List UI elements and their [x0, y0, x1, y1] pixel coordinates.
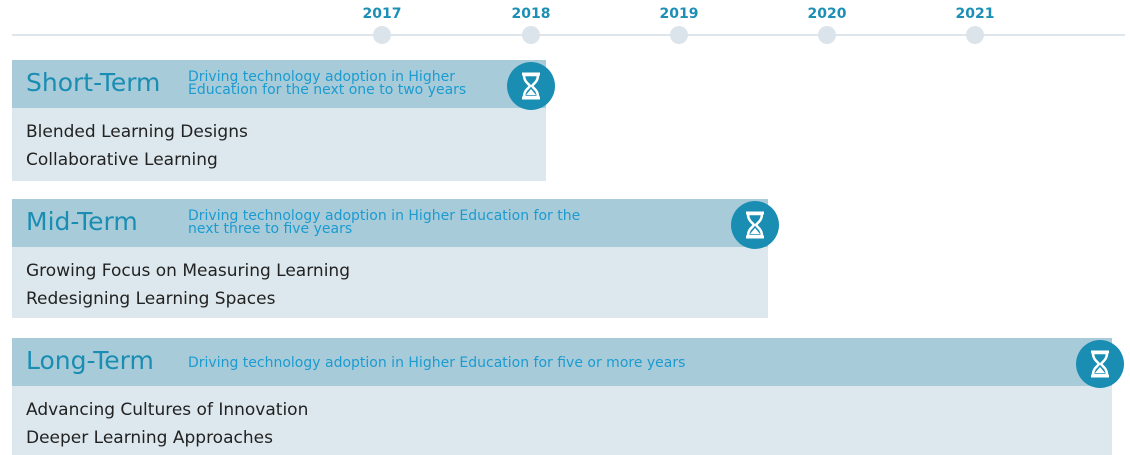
hourglass-icon [1076, 340, 1124, 388]
item-list: Blended Learning Designs Collaborative Le… [26, 118, 248, 174]
timeline-year: 2020 [807, 6, 847, 22]
item: Blended Learning Designs [26, 122, 248, 142]
timeline-year: 2017 [362, 6, 402, 22]
item: Redesigning Learning Spaces [26, 289, 276, 309]
section-description: Education for the next one to two years [188, 82, 467, 98]
hourglass-icon [731, 201, 779, 249]
section: Short-Term Driving technology adoption in… [12, 60, 555, 181]
timeline-dot [670, 26, 688, 44]
timeline-year: 2018 [511, 6, 551, 22]
section-body: Advancing Cultures of Innovation Deeper L… [12, 386, 1112, 455]
section-description: next three to five years [188, 221, 353, 237]
item: Advancing Cultures of Innovation [26, 400, 309, 420]
section-title: Long-Term [26, 346, 154, 375]
item-list: Advancing Cultures of Innovation Deeper L… [26, 396, 308, 452]
section: Long-Term Driving technology adoption in … [12, 338, 1124, 455]
section-header: Mid-Term Driving technology adoption in H… [12, 199, 768, 247]
timeline-line [12, 34, 1125, 36]
section-description: Driving technology adoption in Higher [188, 69, 455, 85]
section-title: Mid-Term [26, 207, 138, 236]
timeline-dot [522, 26, 540, 44]
item-list: Growing Focus on Measuring Learning Redes… [26, 257, 350, 313]
timeline-year: 2019 [659, 6, 699, 22]
section-header: Short-Term Driving technology adoption in… [12, 60, 546, 108]
section-description: Driving technology adoption in Higher Ed… [188, 355, 686, 371]
timeline-dot [966, 26, 984, 44]
timeline-dot [373, 26, 391, 44]
timeline-dot [818, 26, 836, 44]
item: Collaborative Learning [26, 150, 218, 170]
section-title: Short-Term [26, 68, 161, 97]
item: Deeper Learning Approaches [26, 428, 273, 448]
section: Mid-Term Driving technology adoption in H… [12, 199, 779, 318]
timeline-year: 2021 [955, 6, 995, 22]
section-body: Blended Learning Designs Collaborative Le… [12, 108, 546, 181]
section-body: Growing Focus on Measuring Learning Redes… [12, 247, 768, 318]
section-header: Long-Term Driving technology adoption in … [12, 338, 1112, 386]
section-description: Driving technology adoption in Higher Ed… [188, 208, 581, 224]
hourglass-icon [507, 62, 555, 110]
item: Growing Focus on Measuring Learning [26, 261, 350, 281]
